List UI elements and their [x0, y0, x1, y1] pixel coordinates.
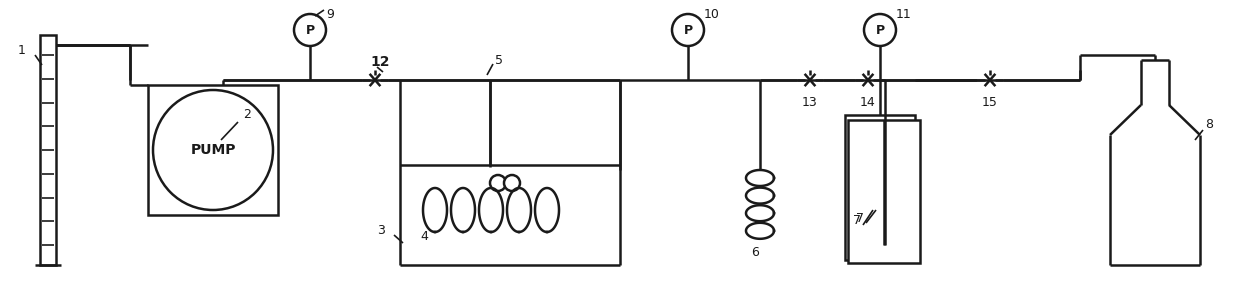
- Text: 15: 15: [982, 95, 998, 109]
- Circle shape: [672, 14, 704, 46]
- Bar: [844, 115, 915, 260]
- Text: 2: 2: [243, 109, 250, 122]
- Text: 7: 7: [853, 214, 861, 226]
- Text: 12: 12: [370, 55, 389, 69]
- Text: P: P: [683, 23, 693, 37]
- Text: 14: 14: [861, 95, 875, 109]
- Text: 5: 5: [495, 53, 503, 67]
- Text: 9: 9: [326, 8, 334, 20]
- Text: P: P: [875, 23, 884, 37]
- Text: P: P: [305, 23, 315, 37]
- Text: 3: 3: [377, 224, 384, 236]
- Text: 11: 11: [897, 8, 911, 20]
- Text: 7: 7: [856, 212, 864, 224]
- Circle shape: [490, 175, 506, 191]
- Text: 13: 13: [802, 95, 818, 109]
- Text: 8: 8: [1205, 118, 1213, 131]
- Text: 10: 10: [704, 8, 720, 20]
- Circle shape: [864, 14, 897, 46]
- Bar: [148, 85, 278, 215]
- Bar: [848, 120, 920, 263]
- Circle shape: [503, 175, 520, 191]
- Circle shape: [294, 14, 326, 46]
- Bar: [40, 35, 56, 265]
- Circle shape: [153, 90, 273, 210]
- Text: 6: 6: [751, 246, 759, 259]
- Text: PUMP: PUMP: [190, 143, 236, 157]
- Text: 1: 1: [19, 44, 26, 56]
- Text: 4: 4: [420, 230, 428, 244]
